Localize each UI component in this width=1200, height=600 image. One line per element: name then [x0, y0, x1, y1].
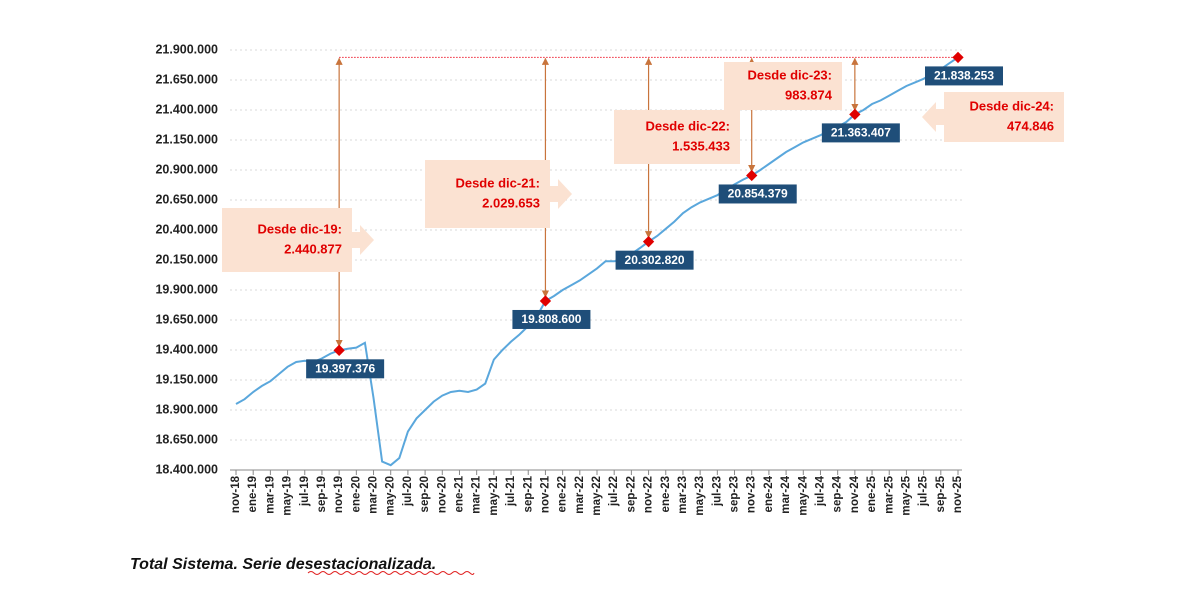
y-tick-label: 21.900.000 — [155, 42, 218, 56]
x-tick-label: ene-22 — [557, 476, 569, 512]
block-arrow — [550, 179, 572, 209]
x-tick-label: may-20 — [385, 476, 397, 516]
annotation-value: 474.846 — [1007, 118, 1054, 133]
chart-note: Total Sistema. Serie desestacionalizada. — [130, 556, 436, 573]
y-tick-label: 18.400.000 — [155, 462, 218, 476]
value-label-box — [925, 66, 1003, 86]
block-arrow — [352, 225, 374, 255]
x-tick-label: sep-24 — [832, 475, 844, 512]
y-tick-label: 20.400.000 — [155, 222, 218, 236]
x-tick-label: nov-20 — [436, 476, 448, 513]
y-tick-label: 18.650.000 — [155, 432, 218, 446]
annotation-value: 1.535.433 — [672, 138, 730, 153]
y-tick-label: 20.650.000 — [155, 192, 218, 206]
x-tick-label: sep-25 — [935, 475, 947, 512]
y-tick-label: 20.150.000 — [155, 252, 218, 266]
annotation-box — [222, 208, 352, 272]
y-tick-label: 18.900.000 — [155, 402, 218, 416]
value-label: 19.397.376 — [315, 361, 375, 375]
value-label: 19.808.600 — [521, 312, 581, 326]
x-tick-label: sep-22 — [625, 476, 637, 512]
x-tick-label: jul-25 — [918, 475, 930, 507]
value-label-box — [512, 309, 591, 329]
point-marker — [746, 169, 758, 182]
annotation-box — [425, 160, 550, 228]
x-tick-label: jul-24 — [815, 475, 827, 507]
annotation-title: Desde dic-19: — [257, 221, 342, 236]
x-tick-label: ene-20 — [350, 476, 362, 512]
block-arrow — [922, 102, 944, 132]
x-tick-label: mar-25 — [883, 475, 895, 513]
y-tick-label: 21.400.000 — [155, 102, 218, 116]
annotation-box — [614, 110, 740, 164]
annotation-title: Desde dic-23: — [747, 67, 832, 82]
x-tick-label: may-21 — [488, 475, 500, 515]
value-label-box — [821, 123, 900, 143]
annotation-value: 2.029.653 — [482, 195, 540, 210]
point-marker — [539, 295, 552, 307]
x-tick-label: nov-23 — [746, 476, 758, 513]
x-tick-label: nov-24 — [849, 475, 861, 513]
x-tick-label: nov-22 — [643, 476, 655, 513]
annotation-title: Desde dic-24: — [969, 98, 1054, 113]
x-tick-label: may-23 — [694, 476, 706, 516]
x-tick-label: nov-21 — [539, 475, 551, 513]
value-label: 20.302.820 — [625, 253, 685, 267]
y-tick-label: 20.900.000 — [155, 162, 218, 176]
y-tick-label: 19.400.000 — [155, 342, 218, 356]
annotation-value: 2.440.877 — [284, 241, 342, 256]
value-label-box — [306, 359, 385, 379]
point-marker — [952, 51, 964, 64]
x-tick-label: mar-23 — [677, 476, 689, 514]
annotation-box — [944, 92, 1064, 142]
x-tick-label: mar-22 — [574, 476, 586, 514]
x-tick-label: ene-23 — [660, 476, 672, 512]
y-tick-label: 19.650.000 — [155, 312, 218, 326]
annotation-box — [724, 62, 842, 110]
x-tick-label: ene-19 — [247, 476, 259, 512]
x-tick-label: mar-21 — [471, 475, 483, 513]
x-tick-label: may-22 — [591, 476, 603, 516]
value-label: 21.838.253 — [934, 69, 994, 83]
x-tick-label: jul-21 — [505, 475, 517, 507]
x-tick-label: mar-19 — [264, 476, 276, 514]
annotation-title: Desde dic-21: — [455, 175, 540, 190]
x-tick-label: may-25 — [900, 475, 912, 515]
y-tick-label: 19.900.000 — [155, 282, 218, 296]
spell-underline — [307, 571, 475, 575]
x-tick-label: nov-25 — [952, 475, 964, 513]
value-label-box — [615, 250, 694, 270]
point-marker — [333, 344, 345, 356]
annotation-value: 983.874 — [785, 87, 833, 102]
x-tick-label: sep-20 — [419, 476, 431, 512]
x-tick-label: may-24 — [797, 475, 809, 515]
x-tick-label: jul-20 — [402, 476, 414, 507]
y-tick-label: 21.150.000 — [155, 132, 218, 146]
annotation-title: Desde dic-22: — [645, 118, 730, 133]
value-label: 21.363.407 — [831, 126, 891, 140]
y-tick-label: 21.650.000 — [155, 72, 218, 86]
x-tick-label: sep-23 — [729, 476, 741, 512]
x-tick-label: jul-19 — [299, 476, 311, 507]
x-tick-label: sep-19 — [316, 476, 328, 512]
x-tick-label: ene-25 — [866, 475, 878, 512]
x-tick-label: nov-19 — [333, 476, 345, 513]
x-tick-label: may-19 — [282, 476, 294, 516]
y-tick-label: 19.150.000 — [155, 372, 218, 386]
x-tick-label: sep-21 — [522, 475, 534, 512]
x-tick-label: ene-21 — [454, 475, 466, 512]
value-label-box — [718, 184, 797, 204]
x-tick-label: ene-24 — [763, 475, 775, 512]
x-tick-label: mar-20 — [368, 476, 380, 514]
x-tick-label: nov-18 — [230, 475, 242, 513]
x-tick-label: jul-23 — [711, 476, 723, 507]
x-tick-label: jul-22 — [608, 476, 620, 507]
value-label: 20.854.379 — [728, 187, 788, 201]
x-tick-label: mar-24 — [780, 475, 792, 513]
point-marker — [642, 236, 655, 248]
